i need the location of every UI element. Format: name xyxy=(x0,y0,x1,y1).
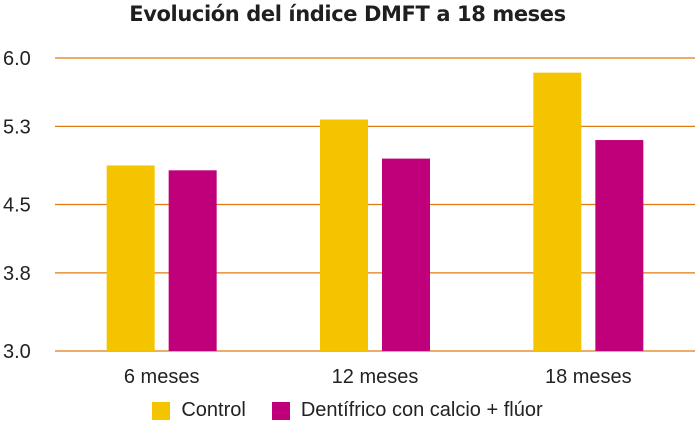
y-tick-label: 3.0 xyxy=(3,341,31,363)
legend-swatch-control xyxy=(152,402,170,420)
x-tick-label: 18 meses xyxy=(545,366,632,388)
y-tick-label: 3.8 xyxy=(3,263,31,285)
y-tick-label: 4.5 xyxy=(3,195,31,217)
legend-item-control: Control xyxy=(152,399,245,422)
bar-control-0 xyxy=(107,165,155,351)
legend: Control Dentífrico con calcio + flúor xyxy=(0,399,695,422)
legend-item-dentifrico: Dentífrico con calcio + flúor xyxy=(272,399,543,422)
x-axis-tick-labels: 6 meses 12 meses 18 meses xyxy=(124,366,632,388)
bar-dentifrico-0 xyxy=(169,170,217,351)
y-axis-tick-labels: 3.0 3.8 4.5 5.3 6.0 xyxy=(3,48,31,363)
legend-swatch-dentifrico xyxy=(272,402,290,420)
legend-label-dentifrico: Dentífrico con calcio + flúor xyxy=(301,399,543,422)
x-tick-label: 6 meses xyxy=(124,366,200,388)
legend-label-control: Control xyxy=(181,399,245,422)
x-tick-label: 12 meses xyxy=(332,366,419,388)
bar-dentifrico-1 xyxy=(382,159,430,351)
bar-control-1 xyxy=(320,120,368,351)
y-tick-label: 5.3 xyxy=(3,116,31,138)
y-tick-label: 6.0 xyxy=(3,48,31,70)
bars xyxy=(107,73,644,351)
bar-control-2 xyxy=(533,73,581,351)
bar-dentifrico-2 xyxy=(595,140,643,351)
